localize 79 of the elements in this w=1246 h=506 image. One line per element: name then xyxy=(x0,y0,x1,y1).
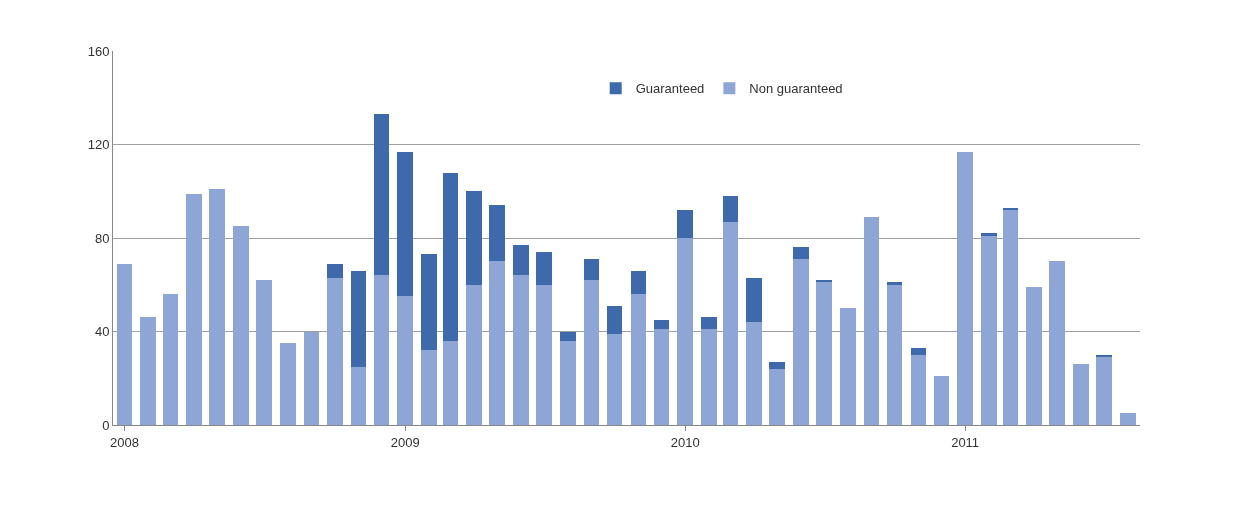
bar xyxy=(559,340,576,425)
legend-label: Guaranteed xyxy=(635,81,705,97)
bar xyxy=(1096,357,1112,425)
bar xyxy=(583,280,600,425)
bar xyxy=(701,317,717,330)
y-tick-label: 80 xyxy=(94,230,110,246)
bar xyxy=(1073,364,1089,425)
bar xyxy=(140,317,157,425)
bar xyxy=(653,329,670,425)
y-tick-label: 120 xyxy=(87,137,110,153)
bar xyxy=(606,305,623,334)
bar xyxy=(701,329,717,425)
bar xyxy=(559,331,576,341)
bar xyxy=(233,226,249,425)
bar xyxy=(583,259,600,281)
bar xyxy=(162,294,179,425)
bar xyxy=(303,331,320,425)
bar xyxy=(886,282,903,285)
bar xyxy=(280,343,296,425)
bar xyxy=(746,322,763,425)
bar xyxy=(489,205,506,262)
bar xyxy=(442,172,459,341)
bar xyxy=(653,319,670,330)
bar xyxy=(397,296,414,425)
bar xyxy=(793,247,809,260)
bar xyxy=(1049,261,1065,425)
bar xyxy=(910,354,927,425)
bar xyxy=(793,259,809,425)
bar xyxy=(489,261,506,425)
bar xyxy=(421,254,437,351)
bar xyxy=(513,245,529,276)
bar xyxy=(1119,413,1136,425)
bar xyxy=(536,284,552,425)
bar xyxy=(536,252,552,285)
bar xyxy=(116,263,133,425)
bar xyxy=(606,333,623,425)
bar xyxy=(910,347,927,355)
x-tick-label: 2009 xyxy=(390,434,420,450)
y-tick-label: 160 xyxy=(87,43,110,59)
bar xyxy=(769,368,786,425)
bar xyxy=(769,361,786,369)
x-tick-label: 2011 xyxy=(951,434,980,450)
bar xyxy=(886,284,903,425)
legend-label: Non guaranteed xyxy=(749,81,843,97)
bar xyxy=(373,114,390,276)
bar xyxy=(421,350,437,425)
bar xyxy=(630,294,647,425)
bar xyxy=(722,195,739,222)
bar xyxy=(513,275,529,425)
bar xyxy=(1026,287,1042,425)
bar xyxy=(326,277,343,425)
bar xyxy=(350,270,367,367)
bar xyxy=(466,284,483,425)
bar xyxy=(957,151,973,425)
x-tick-label: 2008 xyxy=(110,434,139,450)
bar xyxy=(981,233,997,236)
bar xyxy=(466,191,483,285)
bar xyxy=(816,282,832,425)
bar xyxy=(863,216,880,425)
bar xyxy=(350,366,367,425)
bar xyxy=(442,340,459,425)
bar xyxy=(186,193,203,425)
bar xyxy=(630,270,647,295)
bar xyxy=(373,275,390,425)
bar xyxy=(677,238,694,425)
bar xyxy=(839,308,856,425)
bar xyxy=(981,235,997,425)
bar xyxy=(326,263,343,278)
y-tick-label: 0 xyxy=(102,417,110,433)
y-tick-label: 40 xyxy=(94,324,110,340)
bar xyxy=(256,280,272,425)
bar xyxy=(746,277,763,323)
bar xyxy=(933,375,950,425)
bar xyxy=(1002,209,1019,425)
bar xyxy=(722,221,739,425)
bar xyxy=(397,151,414,297)
bar xyxy=(209,188,226,425)
x-tick-label: 2010 xyxy=(670,434,700,450)
bar xyxy=(677,209,694,238)
